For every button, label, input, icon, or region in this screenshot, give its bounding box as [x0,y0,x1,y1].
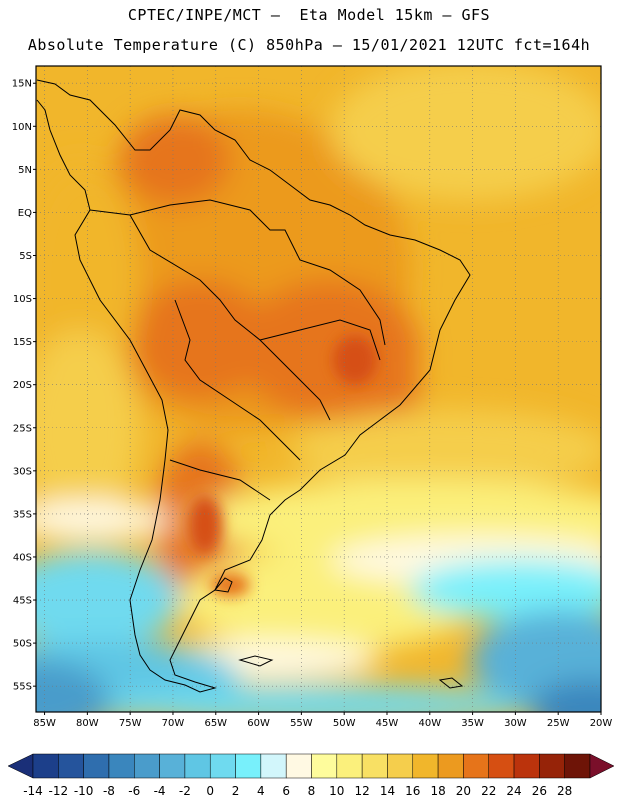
colorbar-swatch [134,753,160,779]
lat-label: 50S [13,639,32,650]
colorbar-swatch [32,753,59,779]
colorbar-label: 20 [456,784,471,798]
colorbar-label: 26 [532,784,547,798]
colorbar [7,753,615,779]
colorbar-swatch [235,753,262,779]
lat-label: EQ [18,208,32,219]
colorbar-swatch [387,753,414,779]
colorbar-swatch [488,753,515,779]
colorbar-swatch [463,753,489,779]
lon-label: 80W [76,718,99,729]
map-frame [35,65,602,713]
colorbar-swatch [58,753,84,779]
colorbar-label: -2 [179,784,191,798]
lat-label: 35S [13,509,32,520]
colorbar-swatch [285,753,312,779]
colorbar-swatch [260,753,287,779]
colorbar-swatch [437,753,464,779]
map-title-line-1: CPTEC/INPE/MCT – Eta Model 15km – GFS [127,6,491,24]
lat-label: 40S [13,552,32,563]
lon-label: 60W [247,718,270,729]
lon-label: 85W [33,718,56,729]
lat-label: 5S [19,251,32,262]
colorbar-swatch [336,753,363,779]
colorbar-swatch [412,753,439,779]
colorbar-swatch [361,753,388,779]
colorbar-swatch [209,753,236,779]
lat-label: 45S [13,596,32,607]
colorbar-under-triangle [7,753,34,779]
lat-label: 20S [13,380,32,391]
colorbar-swatch [513,753,540,779]
lat-label: 55S [13,682,32,693]
colorbar-label: 12 [354,784,369,798]
lat-label: 15S [13,337,32,348]
colorbar-swatch [564,753,591,779]
colorbar-swatch [311,753,338,779]
colorbar-label: 14 [380,784,395,798]
colorbar-label: -6 [128,784,140,798]
colorbar-label: 6 [282,784,290,798]
colorbar-label: 10 [329,784,344,798]
colorbar-label: 2 [232,784,240,798]
colorbar-label: 4 [257,784,265,798]
lat-label: 15N [12,79,32,90]
colorbar-swatch [184,753,211,779]
colorbar-label: -12 [49,784,69,798]
lon-label: 35W [461,718,484,729]
colorbar-label: -14 [23,784,43,798]
colorbar-label: -4 [154,784,166,798]
longitude-labels: 85W 80W 75W 70W 65W 60W 55W 50W 45W 40W 35W 30W 25W 2… [33,712,612,729]
colorbar-swatch [539,753,565,779]
lat-label: 30S [13,466,32,477]
lon-label: 75W [119,718,142,729]
latitude-labels: 15N 10N 5N EQ 5S 10S 15S 20S 25S 30S 35S 40S 45S 50S 5… [12,79,36,693]
lon-label: 40W [418,718,441,729]
colorbar-labels: -14 -12 -10 -8 -6 -4 -2 0 2 4 6 8 10 12 14 16 18 20 22 24 26… [23,784,572,798]
lat-label: 10N [12,122,32,133]
lon-label: 65W [204,718,227,729]
coastlines [36,79,471,693]
lat-label: 10S [13,294,32,305]
lon-label: 30W [504,718,527,729]
lon-label: 45W [376,718,399,729]
colorbar-label: -8 [103,784,115,798]
lat-label: 5N [18,165,32,176]
lon-label: 20W [590,718,613,729]
temperature-field [36,66,601,712]
colorbar-label: 8 [308,784,316,798]
colorbar-label: 24 [506,784,521,798]
lon-label: 55W [290,718,313,729]
lon-label: 70W [162,718,185,729]
colorbar-label: 18 [430,784,445,798]
lat-label: 25S [13,423,32,434]
colorbar-label: -10 [74,784,94,798]
lon-label: 25W [547,718,570,729]
colorbar-label: 28 [557,784,572,798]
colorbar-label: 16 [405,784,420,798]
map-title-line-2: Absolute Temperature (C) 850hPa – 15/01/… [27,36,591,54]
colorbar-swatch [108,753,135,779]
colorbar-swatch [159,753,186,779]
lon-label: 50W [333,718,356,729]
colorbar-label: 22 [481,784,496,798]
colorbar-over-triangle [589,753,615,779]
colorbar-swatch [83,753,110,779]
colorbar-label: 0 [206,784,214,798]
